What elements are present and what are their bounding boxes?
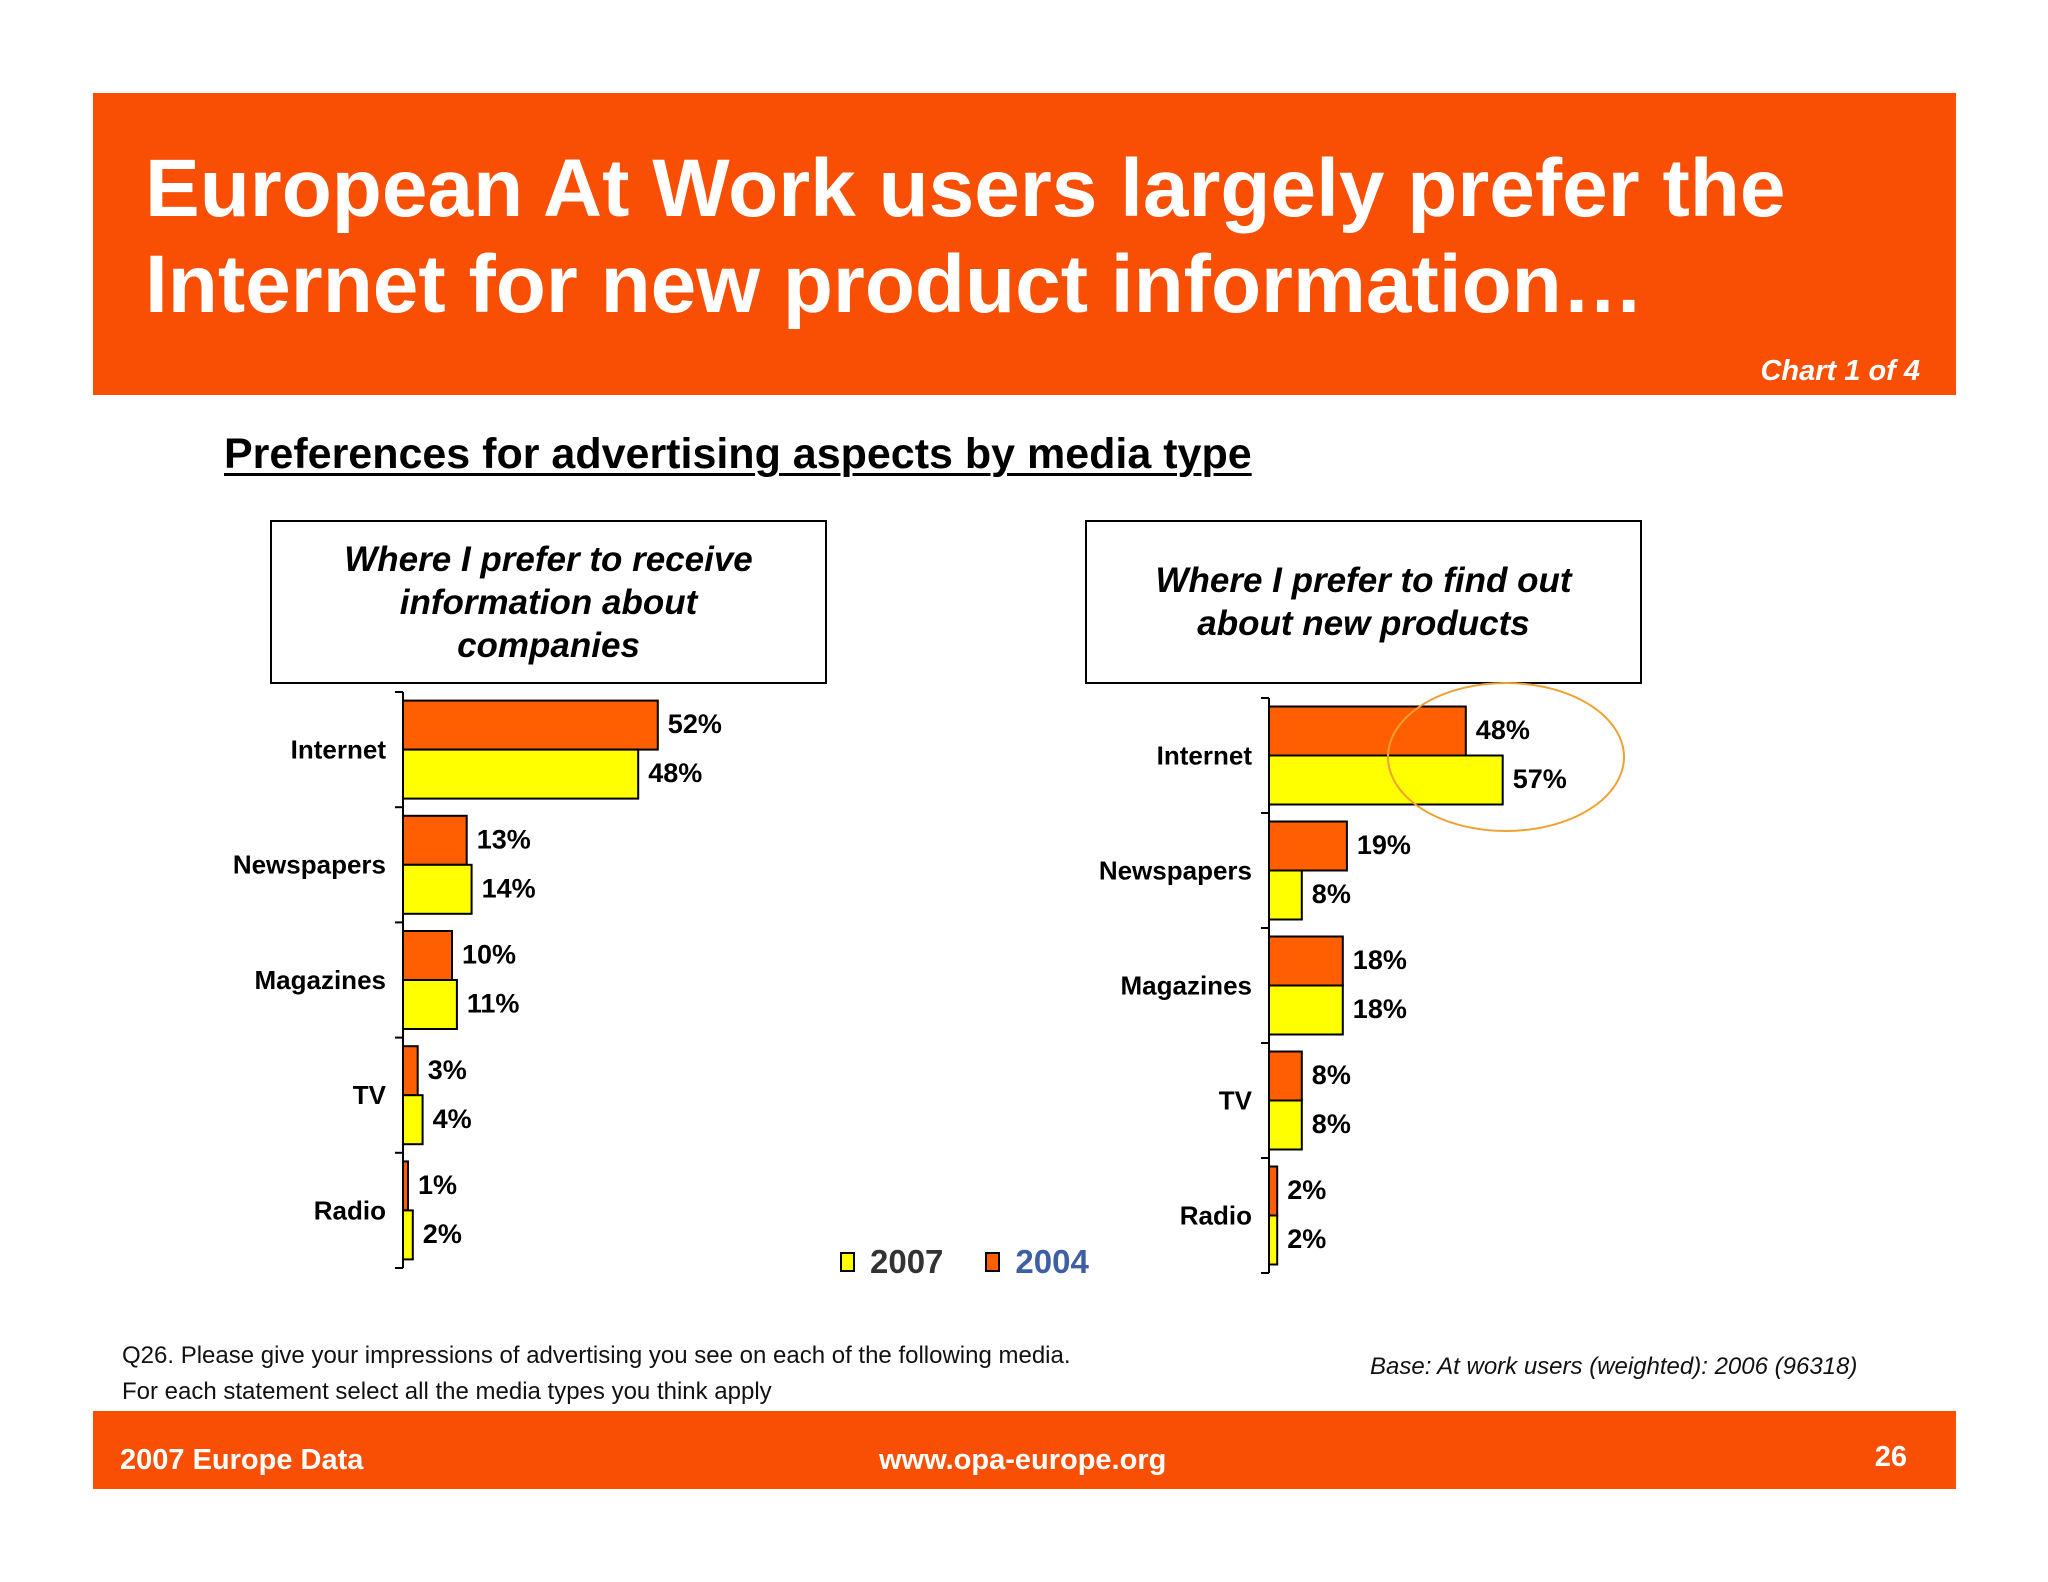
- right-panel-title-box: Where I prefer to find out about new pro…: [1085, 520, 1642, 684]
- data-label-2007-tv: 8%: [1312, 1109, 1351, 1139]
- data-label-2004-radio: 1%: [418, 1170, 457, 1200]
- category-label-tv: TV: [353, 1080, 387, 1110]
- bar-2007-internet: [1268, 754, 1504, 806]
- question-line-1: Q26. Please give your impressions of adv…: [122, 1342, 1071, 1369]
- data-label-2007-tv: 4%: [433, 1104, 472, 1134]
- left-panel-title: Where I prefer to receive information ab…: [344, 539, 753, 665]
- data-label-2004-newspapers: 19%: [1357, 830, 1411, 860]
- page-title: European At Work users largely prefer th…: [145, 143, 1786, 330]
- bar-2007-tv: [1268, 1099, 1303, 1151]
- data-label-2007-magazines: 11%: [467, 989, 520, 1019]
- question-line-2: For each statement select all the media …: [122, 1378, 772, 1405]
- data-label-2004-tv: 3%: [428, 1055, 467, 1085]
- legend-item-2004: 2004: [985, 1243, 1089, 1281]
- category-label-newspapers: Newspapers: [233, 850, 386, 880]
- bar-2004-newspapers: [1268, 820, 1348, 872]
- bar-2004-newspapers: [402, 814, 468, 866]
- data-label-2007-radio: 2%: [423, 1219, 462, 1249]
- chart-subtitle: Preferences for advertising aspects by m…: [224, 430, 1252, 478]
- category-label-magazines: Magazines: [1121, 970, 1253, 1000]
- category-label-internet: Internet: [291, 734, 387, 764]
- highlight-circle: [1387, 682, 1625, 832]
- footer-band: 2007 Europe Data www.opa-europe.org 26: [93, 1411, 1956, 1489]
- header-band: European At Work users largely prefer th…: [93, 93, 1956, 395]
- data-label-2007-internet: 48%: [648, 758, 702, 788]
- data-label-2004-radio: 2%: [1287, 1175, 1326, 1205]
- bar-2007-radio: [402, 1209, 414, 1261]
- legend-item-2007: 2007: [840, 1243, 943, 1281]
- bar-2007-newspapers: [1268, 869, 1303, 921]
- category-label-radio: Radio: [1180, 1200, 1252, 1230]
- data-label-2007-newspapers: 14%: [482, 873, 536, 903]
- bar-2004-magazines: [1268, 935, 1344, 987]
- category-label-internet: Internet: [1157, 740, 1253, 770]
- data-label-2004-internet: 48%: [1476, 715, 1530, 745]
- bar-2007-tv: [402, 1094, 424, 1146]
- bar-2004-tv: [402, 1045, 419, 1097]
- bar-2007-magazines: [1268, 984, 1344, 1036]
- chart-right: Internet48%57%Newspapers19%8%Magazines18…: [1099, 682, 1625, 1274]
- base-note: Base: At work users (weighted): 2006 (96…: [1370, 1353, 1858, 1380]
- data-label-2004-internet: 52%: [668, 709, 722, 739]
- data-label-2007-radio: 2%: [1287, 1224, 1326, 1254]
- category-label-tv: TV: [1219, 1085, 1253, 1115]
- question-text: Q26. Please give your impressions of adv…: [122, 1338, 1071, 1410]
- bar-2004-tv: [1268, 1050, 1303, 1102]
- data-label-2004-tv: 8%: [1312, 1060, 1351, 1090]
- data-label-2007-magazines: 18%: [1353, 994, 1407, 1024]
- bar-2004-magazines: [402, 930, 453, 981]
- page-number: 26: [1874, 1441, 1907, 1473]
- data-label-2007-newspapers: 8%: [1312, 879, 1351, 909]
- footer-left-text: 2007 Europe Data: [120, 1444, 364, 1476]
- bar-2007-internet: [402, 748, 640, 800]
- data-label-2004-magazines: 18%: [1353, 945, 1407, 975]
- category-label-newspapers: Newspapers: [1099, 855, 1252, 885]
- bar-2007-newspapers: [402, 863, 473, 915]
- legend-swatch-2004: [985, 1252, 1001, 1272]
- charts-canvas: Internet 52% 48% Newspapers 13% 14% Magazines 1…: [233, 682, 1625, 1274]
- bar-2004-internet: [1268, 705, 1467, 757]
- footer-url: www.opa-europe.org: [879, 1444, 1167, 1476]
- chart-counter: Chart 1 of 4: [1760, 355, 1920, 387]
- category-label-radio: Radio: [314, 1195, 386, 1225]
- legend-label-2004: 2004: [1015, 1243, 1089, 1280]
- bar-2004-internet: [402, 699, 659, 751]
- chart-left: Internet 52% 48% Newspapers 13% 14% Magazines 1…: [233, 691, 722, 1269]
- data-label-2004-newspapers: 13%: [477, 824, 531, 854]
- data-label-2004-magazines: 10%: [462, 940, 516, 970]
- legend: 2007 2004: [840, 1243, 1131, 1281]
- right-panel-title: Where I prefer to find out about new pro…: [1155, 561, 1572, 643]
- legend-swatch-2007: [840, 1252, 855, 1272]
- bar-2004-radio: [402, 1160, 409, 1212]
- bar-2007-magazines: [402, 979, 458, 1030]
- data-label-2007-internet: 57%: [1513, 764, 1567, 794]
- bar-2007-radio: [1268, 1214, 1279, 1266]
- left-panel-title-box: Where I prefer to receive information ab…: [270, 520, 827, 684]
- legend-label-2007: 2007: [870, 1243, 944, 1280]
- bar-2004-radio: [1268, 1165, 1279, 1217]
- category-label-magazines: Magazines: [255, 965, 387, 995]
